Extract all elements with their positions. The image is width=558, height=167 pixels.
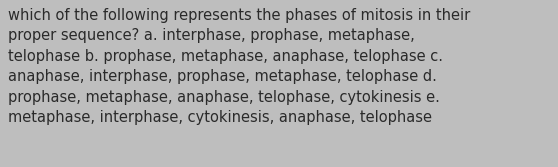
Text: which of the following represents the phases of mitosis in their
proper sequence: which of the following represents the ph…	[8, 8, 470, 125]
